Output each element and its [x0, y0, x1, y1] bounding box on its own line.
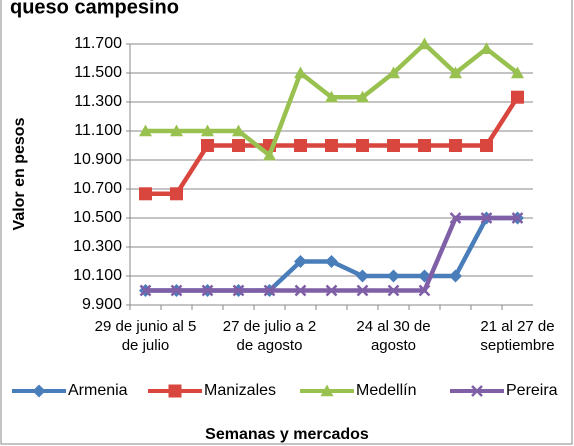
legend-label: Medellín	[356, 382, 416, 399]
y-tick-label: 11.300	[74, 93, 122, 110]
marker	[294, 284, 307, 297]
legend-marker	[471, 385, 483, 397]
y-tick-label: 11.100	[74, 122, 122, 139]
marker	[449, 212, 462, 224]
y-tick-label: 9.900	[82, 296, 122, 313]
marker	[232, 284, 245, 297]
series-line	[145, 215, 518, 293]
marker	[294, 139, 307, 152]
y-axis-label: Valor en pesos	[11, 117, 28, 230]
marker	[356, 284, 369, 297]
marker	[480, 212, 493, 224]
marker	[418, 139, 431, 152]
legend-label: Armenia	[68, 382, 128, 399]
marker	[418, 37, 431, 50]
marker	[325, 139, 338, 152]
marker	[387, 269, 400, 283]
marker	[263, 284, 276, 297]
marker	[232, 139, 245, 152]
marker	[294, 66, 307, 79]
marker	[170, 124, 183, 137]
marker	[170, 187, 183, 201]
marker	[387, 66, 400, 79]
x-tick-label: 27 de julio a 2 de agosto	[222, 318, 317, 354]
y-tick-label: 10.100	[73, 267, 122, 284]
marker	[449, 269, 462, 283]
marker	[325, 284, 338, 297]
marker	[139, 284, 152, 297]
marker	[232, 124, 245, 137]
marker	[201, 124, 214, 137]
marker	[325, 90, 338, 103]
marker	[480, 139, 493, 152]
marker	[294, 255, 307, 268]
x-tick-label: 21 al 27 de septiembre	[480, 318, 555, 354]
x-tick-label: 29 de junio al 5 de julio	[94, 318, 197, 354]
marker	[356, 90, 369, 103]
marker	[263, 148, 276, 161]
y-tick-label: 11.500	[74, 64, 122, 81]
marker	[139, 124, 152, 137]
marker	[201, 139, 214, 152]
marker	[511, 212, 524, 224]
marker	[356, 139, 369, 152]
marker	[325, 255, 338, 268]
marker	[511, 90, 524, 104]
marker	[201, 284, 214, 297]
y-tick-label: 10.700	[73, 180, 122, 197]
y-tick-label: 10.900	[73, 151, 122, 168]
marker	[449, 66, 462, 79]
marker	[449, 139, 462, 152]
chart-title: queso campesino	[10, 0, 179, 18]
marker	[387, 284, 400, 297]
x-tick-label: 24 al 30 de agosto	[356, 318, 431, 354]
marker	[418, 284, 431, 297]
marker	[356, 269, 369, 283]
marker	[170, 284, 183, 297]
y-tick-label: 11.700	[74, 35, 122, 52]
series-line	[145, 215, 518, 293]
legend-label: Pereira	[506, 382, 558, 399]
y-tick-label: 10.300	[73, 238, 122, 255]
marker	[511, 66, 524, 79]
x-axis-label: Semanas y mercados	[205, 426, 369, 443]
marker	[139, 187, 152, 201]
legend-marker	[320, 384, 334, 397]
marker	[387, 139, 400, 152]
marker	[480, 42, 493, 54]
legend-marker	[168, 384, 182, 398]
legend-label: Manizales	[204, 382, 276, 399]
legend-marker	[32, 384, 46, 398]
y-tick-label: 10.500	[73, 209, 122, 226]
